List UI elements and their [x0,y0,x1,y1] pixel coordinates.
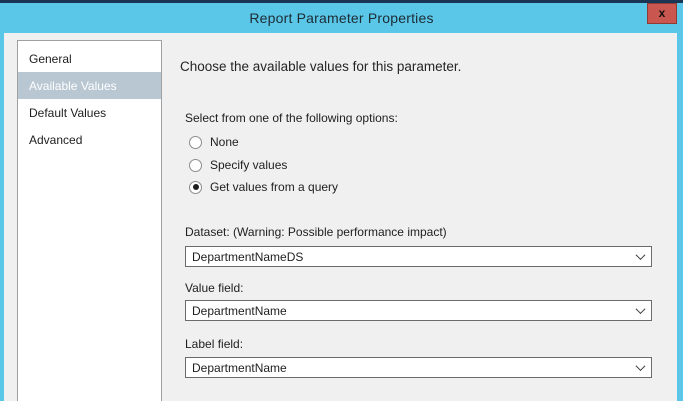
label-field-combobox-value: DepartmentName [192,360,287,375]
page-heading: Choose the available values for this par… [180,59,462,74]
radio-get-values-from-query[interactable]: Get values from a query [189,179,338,195]
label-field-label: Label field: [185,337,244,351]
value-field-combobox-value: DepartmentName [192,303,287,318]
dialog-titlebar: Report Parameter Properties [0,3,683,33]
radio-specify-values[interactable]: Specify values [189,157,287,173]
label-field-combobox[interactable]: DepartmentName [185,357,652,378]
value-field-label: Value field: [185,281,244,295]
chevron-down-icon[interactable] [629,301,651,320]
sidebar-item-advanced[interactable]: Advanced [29,132,83,147]
window-top-edge [0,0,683,3]
radio-none-label: None [210,135,239,149]
radio-selected-icon [189,180,202,194]
dialog-title: Report Parameter Properties [249,10,434,26]
value-field-combobox[interactable]: DepartmentName [185,300,652,321]
dataset-combobox[interactable]: DepartmentNameDS [185,246,652,267]
radio-get-values-from-query-label: Get values from a query [210,180,339,194]
close-button[interactable]: x [647,3,677,24]
sidebar-item-default-values[interactable]: Default Values [29,105,107,120]
chevron-down-icon[interactable] [629,247,651,266]
close-icon: x [658,5,666,20]
sidebar-item-available-values[interactable]: Available Values [18,72,161,99]
dataset-combobox-value: DepartmentNameDS [192,249,304,264]
radio-none[interactable]: None [189,134,239,150]
chevron-down-icon[interactable] [629,358,651,377]
radio-unselected-icon [189,135,202,149]
sidebar-item-general[interactable]: General [29,51,72,66]
dialog-page-list: General Available Values Default Values … [17,40,162,401]
radio-unselected-icon [189,158,202,172]
options-group-label: Select from one of the following options… [185,111,398,125]
dataset-label: Dataset: (Warning: Possible performance … [185,225,447,239]
radio-specify-values-label: Specify values [210,158,288,172]
